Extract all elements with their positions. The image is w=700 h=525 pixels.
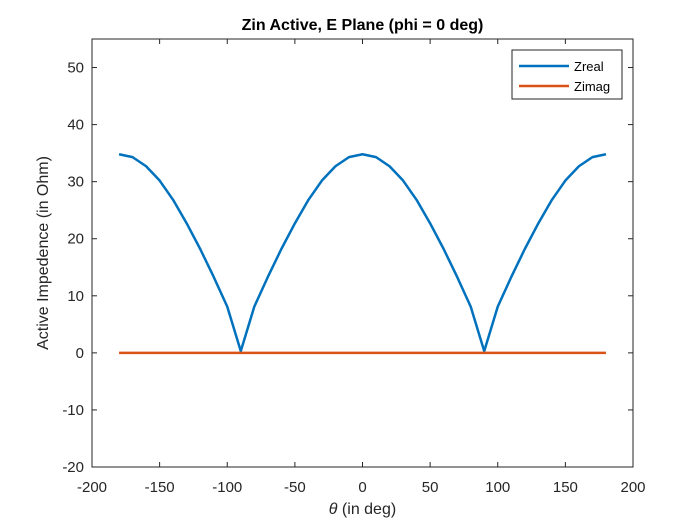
- ticks-layer: -200 -150 -100 -50 0 50 100 150 200-20-100102030…: [62, 39, 646, 496]
- legend-label-zreal: Zreal: [574, 59, 604, 74]
- x-tick-label: 50: [422, 479, 439, 496]
- x-axis-label-symbol: θ: [329, 501, 338, 518]
- y-tick-label: 0: [76, 345, 84, 362]
- y-tick-label: 20: [67, 231, 84, 248]
- chart-title: Zin Active, E Plane (phi = 0 deg): [242, 17, 484, 34]
- y-axis-label: Active Impedence (in Ohm): [35, 156, 52, 350]
- series-line-zreal: [118, 153, 607, 353]
- legend: Zreal Zimag: [511, 49, 623, 100]
- legend-label-zimag: Zimag: [574, 79, 610, 94]
- y-tick-label: 50: [67, 60, 84, 77]
- series-layer: [118, 153, 607, 355]
- y-tick-label: -20: [62, 459, 84, 476]
- x-tick-label: 200: [620, 479, 645, 496]
- x-tick-label: -200: [77, 479, 107, 496]
- x-tick-label: 150: [553, 479, 578, 496]
- x-tick-label: -150: [145, 479, 175, 496]
- y-tick-label: -10: [62, 402, 84, 419]
- x-tick-label: -100: [212, 479, 242, 496]
- plot-area: [92, 39, 633, 467]
- y-tick-label: 10: [67, 288, 84, 305]
- y-tick-label: 40: [67, 117, 84, 134]
- legend-box: [511, 49, 623, 100]
- x-tick-label: 0: [358, 479, 366, 496]
- x-axis-label-text: (in deg): [337, 501, 396, 518]
- x-tick-label: -50: [284, 479, 306, 496]
- y-tick-label: 30: [67, 174, 84, 191]
- x-axis-label: θ (in deg): [329, 501, 396, 518]
- x-tick-label: 100: [485, 479, 510, 496]
